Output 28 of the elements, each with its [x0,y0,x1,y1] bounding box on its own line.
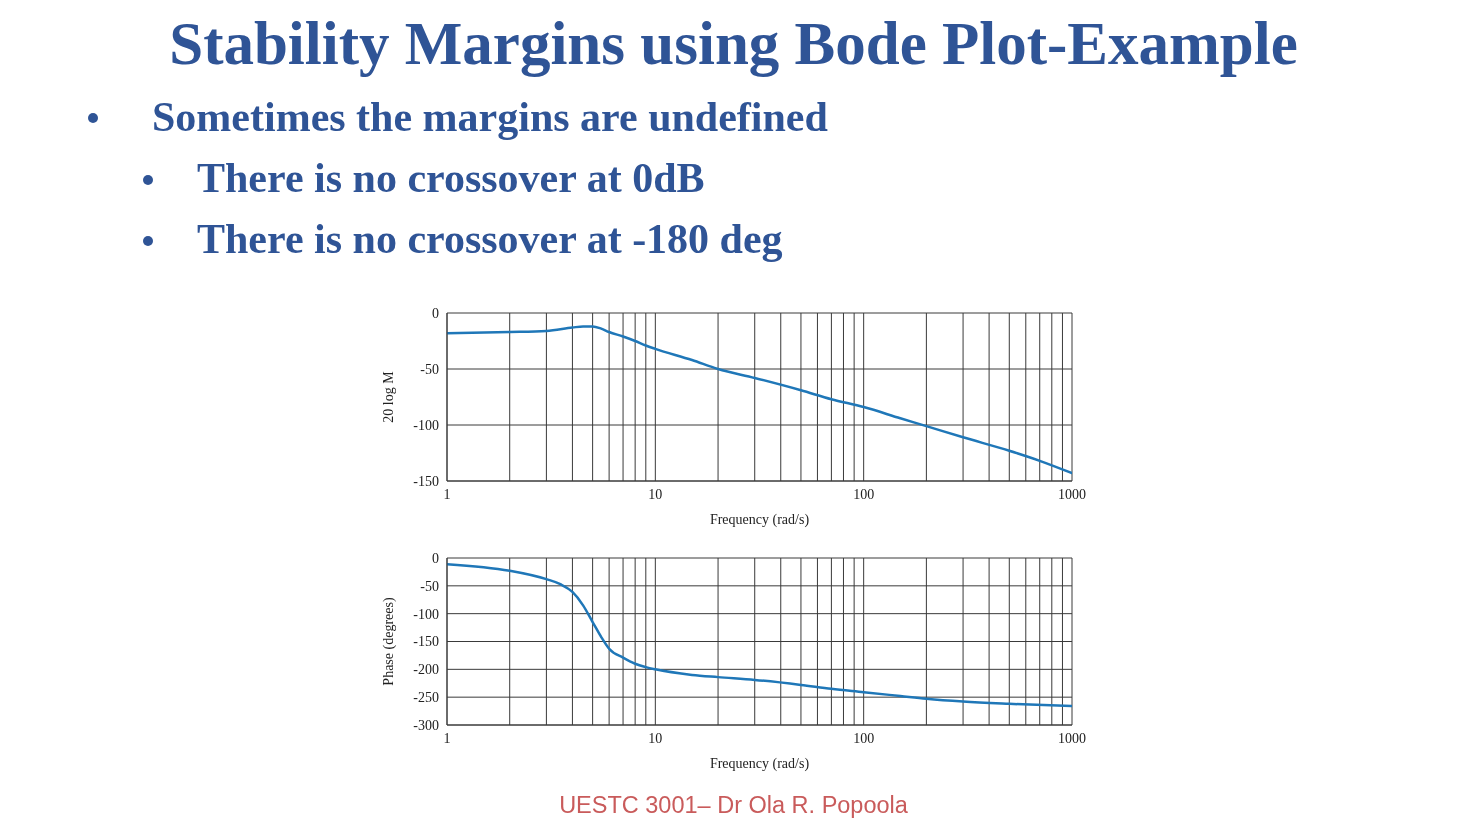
x-tick-label: 1 [443,486,451,502]
y-tick-label: -150 [413,634,439,650]
y-tick-label: 0 [432,550,439,566]
y-tick-label: 0 [432,305,439,321]
x-tick-label: 1 [443,730,451,746]
chart-title: Stability Margins using Bode Plot-Example [168,10,1299,77]
y-tick-label: -100 [413,417,439,433]
text: There is no crossover at 0dB [197,155,705,201]
x-tick-label: 10 [648,730,663,746]
y-axis-title: Phase (degrees) [380,597,397,686]
y-tick-label: -200 [413,662,439,678]
x-tick-label: 10 [648,486,663,502]
x-tick-label: 1000 [1058,486,1086,502]
x-tick-label: 1000 [1058,730,1086,746]
y-tick-label: -100 [413,606,439,622]
x-tick-label: 100 [853,486,875,502]
y-tick-label: -50 [420,578,439,594]
y-axis-title: 20 log M [380,370,396,423]
x-axis-title: Frequency (rad/s) [709,512,810,528]
text: There is no crossover at -180 deg [197,216,783,262]
y-tick-label: -150 [413,473,439,489]
text: UESTC 3001– Dr Ola R. Popoola [558,792,909,818]
y-tick-label: -50 [420,361,439,377]
y-tick-label: -250 [413,690,439,706]
x-axis-title: Frequency (rad/s) [709,756,810,772]
text: Sometimes the margins are undefined [152,94,828,140]
x-tick-label: 100 [853,730,875,746]
y-tick-label: -300 [413,717,439,733]
